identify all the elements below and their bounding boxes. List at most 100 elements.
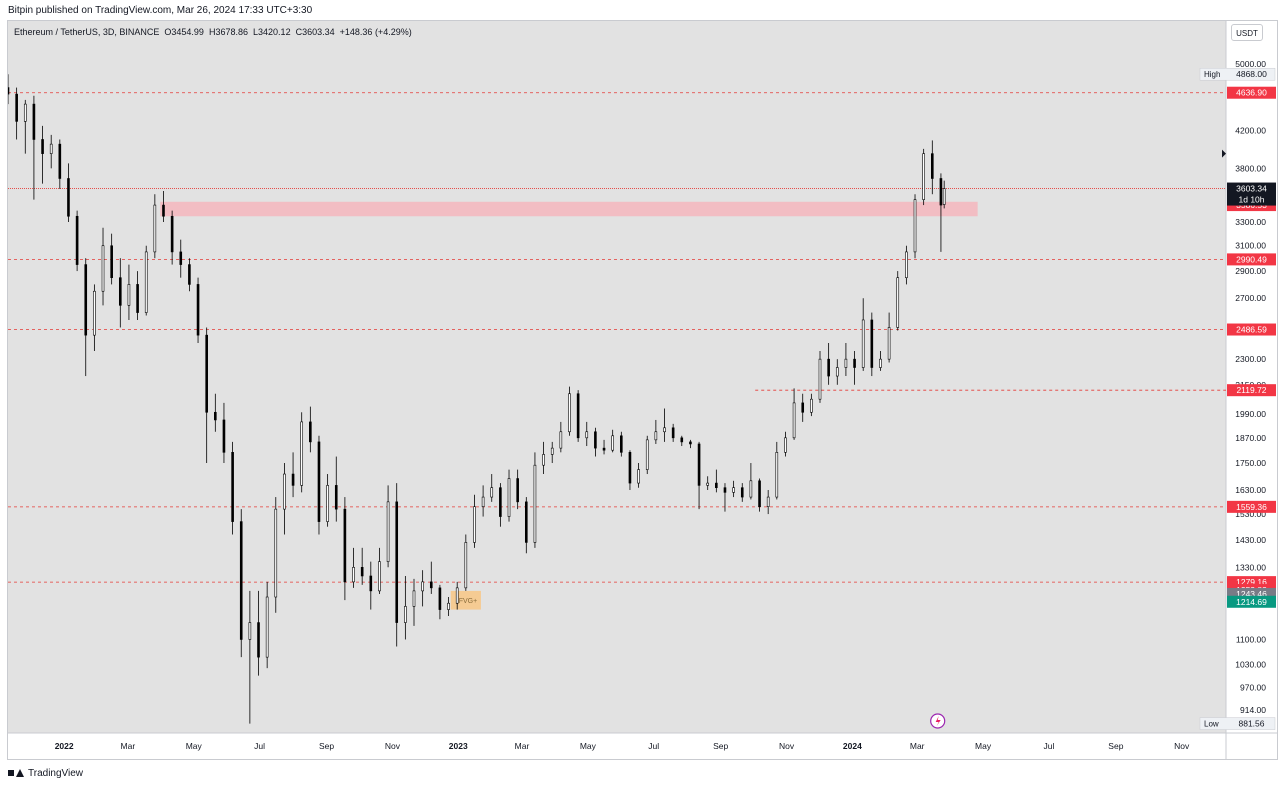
candle-body (766, 496, 770, 507)
candle-body (421, 581, 424, 592)
candle-body (896, 277, 900, 328)
high-marker-label: High (1204, 70, 1220, 79)
y-tick-label: 3100.00 (1235, 241, 1266, 251)
x-tick-label: Nov (1174, 741, 1190, 751)
candle-body (265, 596, 269, 658)
candle-body (576, 393, 580, 439)
candle-body (507, 478, 511, 517)
y-tick-label: 2300.00 (1235, 354, 1266, 364)
candle-body (775, 452, 779, 498)
countdown-tag: 1d 10h (1239, 195, 1265, 205)
legend-close: C3603.34 (295, 27, 335, 37)
chart-frame[interactable]: 5000.00 4200.00 3800.00 3300.00 3100.00 2900.… (7, 20, 1278, 760)
candle-body (887, 327, 891, 360)
candle-body (179, 251, 183, 265)
candle-body (905, 251, 908, 278)
candle-body (343, 508, 347, 583)
x-tick-label: Nov (385, 741, 401, 751)
candle-body (499, 487, 502, 517)
candle-body (455, 587, 459, 604)
candle-body (118, 277, 122, 306)
y-tick-label: 1030.00 (1235, 659, 1266, 669)
tradingview-logo-icon (8, 768, 24, 778)
extra-price-tag: 1243.46 (1236, 589, 1267, 599)
level-price-tag: 1559.36 (1236, 502, 1267, 512)
candle-body (404, 606, 407, 623)
level-price-tag-bg (1227, 384, 1276, 397)
y-tick-label: 914.00 (1240, 705, 1266, 715)
y-tick-label: 2700.00 (1235, 293, 1266, 303)
current-price-tag: 3603.34 (1236, 184, 1267, 194)
low-marker-label: Low (1204, 720, 1219, 729)
candle-body (291, 473, 295, 486)
y-tick-label: 1870.00 (1235, 433, 1266, 443)
candle-body (602, 447, 606, 451)
x-tick-label: Sep (713, 741, 728, 751)
candle-body (41, 139, 44, 154)
candle-body (23, 103, 27, 122)
candle-body (67, 178, 70, 217)
x-tick-label: Mar (515, 741, 530, 751)
current-price-tag-bg (1227, 182, 1276, 206)
candle-body (58, 143, 62, 179)
level-price-tag-bg (1227, 323, 1276, 336)
candle-body (620, 435, 623, 453)
candle-body (697, 443, 701, 486)
y-tick-label: 4200.00 (1235, 125, 1266, 135)
candle-body (326, 485, 329, 522)
candle-body (533, 464, 537, 543)
x-tick-label: Jul (254, 741, 265, 751)
candle-body (939, 178, 943, 206)
candle-body (516, 478, 519, 503)
candle-body (524, 501, 528, 543)
candle-body (386, 501, 390, 562)
candle-body (654, 431, 658, 441)
legend-open: O3454.99 (164, 27, 204, 37)
x-tick-label: May (580, 741, 597, 751)
legend-change: +148.36 (+4.29%) (339, 27, 412, 37)
candle-body (395, 501, 399, 623)
candle-body (15, 93, 18, 122)
candle-body (300, 421, 304, 486)
x-tick-label: May (975, 741, 992, 751)
candle-body (827, 358, 830, 377)
candle-body (628, 452, 632, 484)
candle-body (127, 284, 131, 306)
candle-body (412, 590, 416, 607)
legend-low: L3420.12 (253, 27, 291, 37)
candle-body (853, 358, 856, 368)
level-price-tag: 1279.16 (1236, 577, 1267, 587)
candle-body (844, 358, 848, 368)
candle-body (170, 215, 174, 253)
candle-body (214, 411, 217, 421)
candle-body (870, 319, 874, 368)
candle-body (637, 469, 640, 484)
level-price-tag: 2119.72 (1236, 385, 1266, 395)
x-tick-label: Jul (648, 741, 659, 751)
x-tick-label: May (186, 741, 203, 751)
candle-body (792, 402, 796, 439)
candle-body (715, 482, 718, 488)
footer: TradingView (8, 766, 83, 780)
candle-body (490, 487, 494, 498)
candle-body (473, 506, 476, 543)
candle-body (32, 103, 36, 140)
level-price-tag: 2486.59 (1236, 325, 1267, 335)
x-tick-label: Sep (1108, 741, 1123, 751)
candle-body (248, 622, 252, 640)
x-tick-label: 2022 (55, 741, 74, 751)
candle-body (274, 508, 278, 598)
candle-body (153, 204, 157, 253)
level-price-tag: 4636.90 (1236, 88, 1267, 98)
candle-body (680, 437, 684, 443)
candle-body (283, 473, 286, 510)
y-tick-label: 2900.00 (1235, 266, 1266, 276)
currency-button[interactable]: USDT (1231, 24, 1263, 41)
y-tick-label: 1330.00 (1235, 562, 1266, 572)
legend-high: H3678.86 (208, 27, 249, 37)
candle-body (481, 496, 485, 507)
candlestick-chart[interactable]: 5000.00 4200.00 3800.00 3300.00 3100.00 2900.… (8, 21, 1277, 759)
candle-body (84, 264, 88, 336)
candle-body (784, 437, 787, 453)
y-tick-label: 5000.00 (1235, 59, 1266, 69)
